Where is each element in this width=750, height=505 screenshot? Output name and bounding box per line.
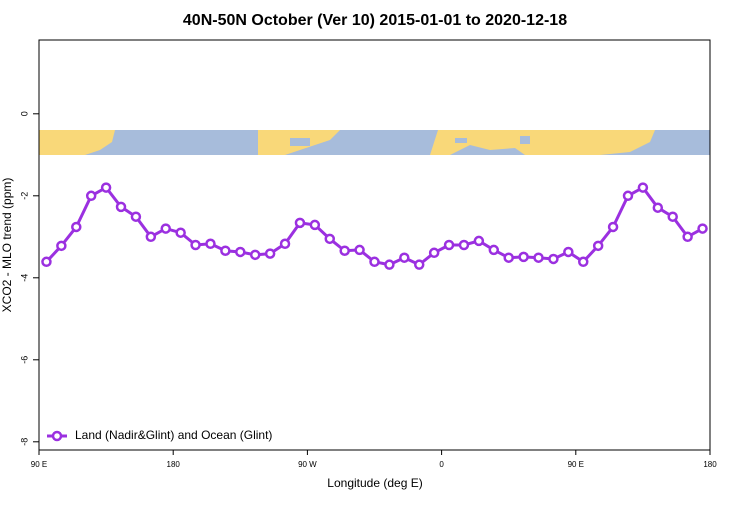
y-tick-label: -6 <box>19 356 29 364</box>
x-tick-label: 90 W <box>298 460 317 469</box>
legend-label: Land (Nadir&Glint) and Ocean (Glint) <box>75 428 272 442</box>
y-tick-label: -8 <box>19 438 29 446</box>
point <box>607 221 619 233</box>
point <box>548 253 559 265</box>
x-tick-label: 90 E <box>31 460 47 469</box>
point <box>309 219 321 231</box>
point <box>85 190 97 202</box>
x-tick-label: 90 E <box>568 460 584 469</box>
point <box>235 246 246 258</box>
point <box>592 240 604 252</box>
point <box>324 233 336 245</box>
point <box>220 245 231 256</box>
point <box>578 256 589 268</box>
point <box>458 239 470 251</box>
x-tick-label: 180 <box>703 460 717 469</box>
point <box>115 201 127 213</box>
point <box>249 249 261 261</box>
y-axis-label: XCO2 - MLO trend (ppm) <box>0 178 14 313</box>
point <box>682 231 693 243</box>
point <box>41 256 52 268</box>
point <box>190 239 201 251</box>
point <box>399 252 410 263</box>
legend-marker <box>51 430 63 442</box>
point <box>413 259 425 270</box>
point <box>160 223 171 234</box>
plot-frame <box>38 39 711 451</box>
x-axis-label: Longitude (deg E) <box>327 476 422 490</box>
series-line <box>45 185 704 267</box>
point <box>294 217 306 229</box>
point <box>622 190 634 202</box>
y-tick-label: -2 <box>19 192 29 200</box>
point <box>652 202 664 213</box>
point <box>384 259 395 270</box>
point <box>100 182 112 193</box>
point <box>56 240 67 252</box>
point <box>145 231 157 243</box>
point <box>443 239 455 251</box>
point <box>205 238 216 250</box>
point <box>369 256 380 268</box>
point <box>488 244 500 256</box>
point <box>697 223 708 234</box>
point <box>354 244 365 256</box>
point <box>339 245 350 256</box>
point <box>518 251 529 263</box>
x-tick-label: 0 <box>439 460 444 469</box>
y-tick-label: 0 <box>19 111 29 116</box>
point <box>563 246 574 258</box>
point <box>637 182 649 193</box>
y-tick-label: -4 <box>19 274 29 282</box>
point <box>473 235 485 247</box>
point <box>130 211 142 222</box>
point <box>503 252 514 263</box>
point <box>71 221 82 233</box>
x-tick-label: 180 <box>167 460 181 469</box>
point <box>279 238 291 250</box>
point <box>264 248 276 259</box>
point <box>667 211 678 222</box>
point <box>533 252 544 263</box>
point <box>428 247 440 259</box>
point <box>175 227 186 238</box>
chart-title: 40N-50N October (Ver 10) 2015-01-01 to 2… <box>183 12 567 29</box>
map-strip <box>39 130 710 155</box>
